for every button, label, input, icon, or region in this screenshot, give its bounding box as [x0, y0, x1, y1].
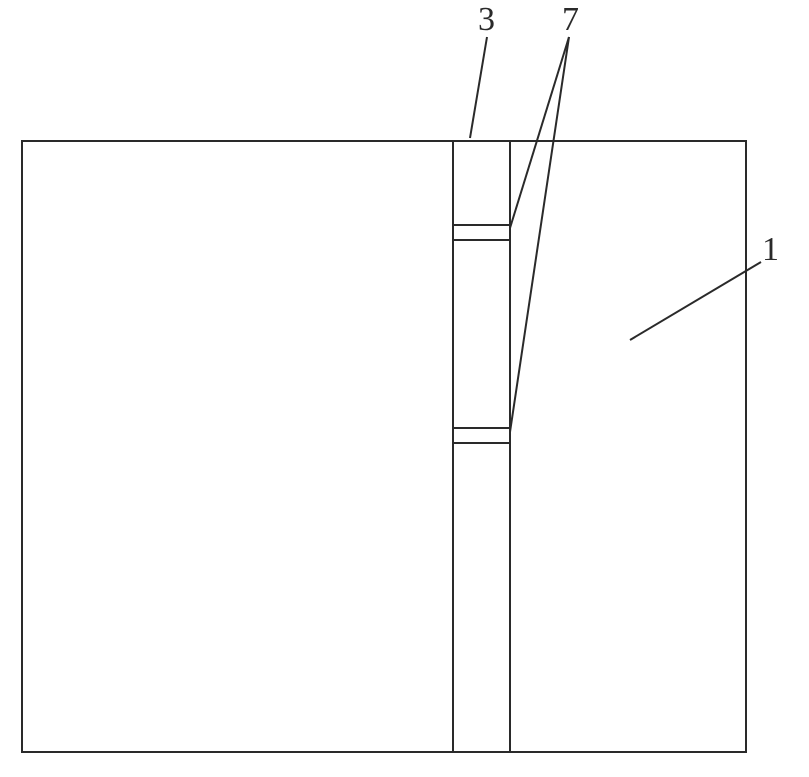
label-1: 1 — [762, 231, 779, 268]
technical-diagram: 3 7 1 — [0, 0, 809, 777]
label-3: 3 — [478, 1, 495, 38]
label-7: 7 — [562, 1, 579, 38]
